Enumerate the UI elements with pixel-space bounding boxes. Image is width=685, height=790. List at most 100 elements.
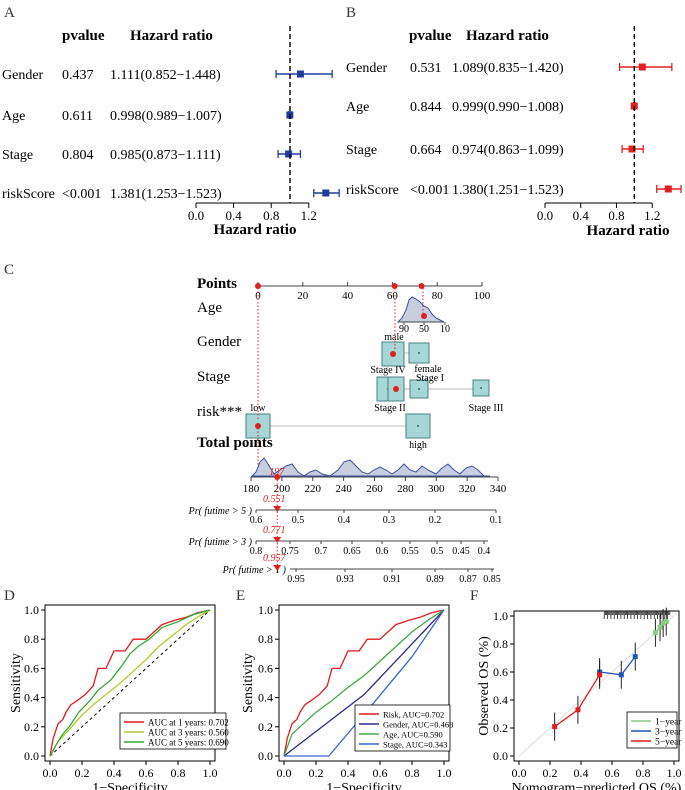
forest-plot-b: pvalue Hazard ratio Gender 0.531 1.089(0.8… bbox=[346, 26, 682, 239]
x-tick-label: 0.4 bbox=[341, 766, 356, 780]
calibration-point bbox=[618, 672, 624, 678]
x-tick-label: 0.2 bbox=[309, 766, 324, 780]
x-tick-label: 0.8 bbox=[171, 766, 186, 780]
y-tick-label: 0.0 bbox=[493, 749, 508, 763]
forest-row-name: Age bbox=[2, 109, 25, 124]
prob-tick-label: 0.91 bbox=[383, 574, 401, 585]
prob-marker-value: 0.957 bbox=[263, 553, 287, 564]
legend-entry: AUC at 5 years: 0.690 bbox=[148, 738, 229, 748]
forest-row-hr-text: 0.999(0.990−1.008) bbox=[452, 100, 564, 115]
nomo-age-label: Age bbox=[197, 300, 222, 316]
points-marker bbox=[418, 283, 425, 289]
calibration-line bbox=[599, 656, 636, 676]
x-tick-label: 1.0 bbox=[203, 766, 218, 780]
gender-level-female: female bbox=[414, 364, 442, 375]
y-tick-label: 0.0 bbox=[24, 749, 39, 763]
y-tick-label: 0.6 bbox=[493, 665, 508, 679]
forest-x-tick-label: 0.4 bbox=[573, 208, 590, 223]
prob-row-label: Pr( futime > 5 ) bbox=[188, 506, 253, 517]
points-tick-label: 100 bbox=[474, 290, 491, 302]
prob-tick-label: 0.7 bbox=[315, 546, 328, 557]
y-tick-label: 0.6 bbox=[258, 661, 273, 675]
y-tick-label: 0.4 bbox=[493, 693, 508, 707]
calibration-line bbox=[554, 674, 601, 728]
forest-row-pvalue: 0.531 bbox=[410, 61, 442, 76]
prob-tick-label: 0.95 bbox=[287, 574, 305, 585]
y-tick-label: 0.0 bbox=[258, 749, 273, 763]
total-tick-label: 240 bbox=[335, 483, 352, 495]
forest-x-tick-label: 0.8 bbox=[608, 208, 624, 223]
total-tick-label: 220 bbox=[305, 483, 322, 495]
prob-tick-label: 0.93 bbox=[336, 574, 354, 585]
legend-entry: AUC at 1 years: 0.702 bbox=[148, 718, 229, 728]
x-tick-label: 0.4 bbox=[574, 766, 589, 780]
roc-curve bbox=[49, 609, 211, 757]
total-value: 197 bbox=[269, 467, 285, 478]
prob-tick-label: 0.5 bbox=[292, 515, 305, 526]
y-tick-label: 0.8 bbox=[24, 632, 39, 646]
prob-tick-label: 0.6 bbox=[376, 546, 389, 557]
risk-box-high-dot bbox=[417, 425, 419, 427]
prob-row-label: Pr( futime > 1 ) bbox=[222, 565, 287, 576]
x-axis-label: 1−Specificity bbox=[326, 781, 402, 790]
prob-marker bbox=[273, 537, 282, 543]
total-tick-label: 180 bbox=[243, 483, 260, 495]
prob-tick-label: 0.55 bbox=[401, 546, 419, 557]
y-tick-label: 0.2 bbox=[258, 720, 273, 734]
forest-row-name: Gender bbox=[346, 61, 388, 76]
prob-marker-value: 0.771 bbox=[263, 525, 286, 536]
forest-row-pvalue: <0.001 bbox=[410, 183, 449, 198]
roc-plot-d: 0.0 0.0 0.2 0.2 0.4 0.4 0.6 0.6 0.8 0.8 1.0 1.0 1−Sp… bbox=[9, 603, 229, 790]
legend-entry: AUC at 3 years: 0.560 bbox=[148, 728, 229, 738]
forest-row-name: Stage bbox=[2, 148, 33, 163]
x-tick-label: 0.0 bbox=[43, 766, 58, 780]
hr-header-b: Hazard ratio bbox=[466, 28, 549, 44]
prob-tick-label: 0.4 bbox=[338, 515, 351, 526]
x-tick-label: 1.0 bbox=[437, 766, 452, 780]
forest-row-hr-text: 0.985(0.873−1.111) bbox=[110, 148, 221, 163]
nomogram: Points Age Gender Stage risk*** Total po… bbox=[188, 276, 507, 585]
panel-label-e: E bbox=[236, 588, 245, 604]
y-tick-label: 0.6 bbox=[24, 661, 39, 675]
calibration-point bbox=[657, 624, 663, 630]
risk-level-high: high bbox=[409, 440, 427, 451]
x-tick-label: 0.2 bbox=[543, 766, 558, 780]
forest-row-pvalue: 0.611 bbox=[62, 109, 93, 124]
legend-entry: 1−year bbox=[655, 718, 682, 728]
forest-x-tick-label: 0.4 bbox=[225, 208, 242, 223]
forest-x-tick-label: 0.0 bbox=[188, 208, 204, 223]
prob-tick-label: 0.3 bbox=[383, 515, 396, 526]
x-tick-label: 0.4 bbox=[107, 766, 122, 780]
panel-label-c: C bbox=[4, 262, 14, 278]
prob-tick-label: 0.75 bbox=[281, 546, 299, 557]
roc-curve bbox=[49, 609, 211, 757]
prob-tick-label: 0.85 bbox=[483, 574, 501, 585]
pvalue-header-b: pvalue bbox=[409, 28, 452, 44]
prob-marker bbox=[273, 565, 282, 571]
y-tick-label: 0.8 bbox=[493, 637, 508, 651]
forest-point bbox=[664, 185, 672, 193]
age-tick-label: 50 bbox=[419, 324, 429, 335]
calibration-point bbox=[632, 654, 638, 660]
nomo-risk-label: risk*** bbox=[197, 404, 242, 420]
forest-row-pvalue: 0.804 bbox=[62, 148, 94, 163]
plot-frame bbox=[513, 610, 680, 762]
stage-level-ii: Stage II bbox=[374, 403, 405, 414]
forest-row-pvalue: <0.001 bbox=[62, 187, 101, 202]
prob-marker-value: 0.551 bbox=[263, 494, 286, 505]
calibration-point bbox=[597, 672, 603, 678]
total-density bbox=[250, 457, 490, 477]
calibration-point bbox=[575, 707, 581, 713]
panel-label-f: F bbox=[470, 588, 478, 604]
prob-tick-label: 0.8 bbox=[250, 546, 263, 557]
y-tick-label: 0.2 bbox=[493, 721, 508, 735]
x-tick-label: 0.8 bbox=[405, 766, 420, 780]
panel-label-a: A bbox=[4, 5, 15, 21]
y-tick-label: 0.2 bbox=[24, 720, 39, 734]
prob-tick-label: 0.2 bbox=[429, 515, 442, 526]
forest-row-hr-text: 1.380(1.251−1.523) bbox=[452, 183, 564, 198]
legend-entry: Age, AUC=0.590 bbox=[383, 730, 443, 740]
y-tick-label: 1.0 bbox=[258, 603, 273, 617]
legend-entry: Stage, AUC=0.343 bbox=[383, 740, 448, 750]
forest-xlabel-b: Hazard ratio bbox=[587, 223, 670, 239]
